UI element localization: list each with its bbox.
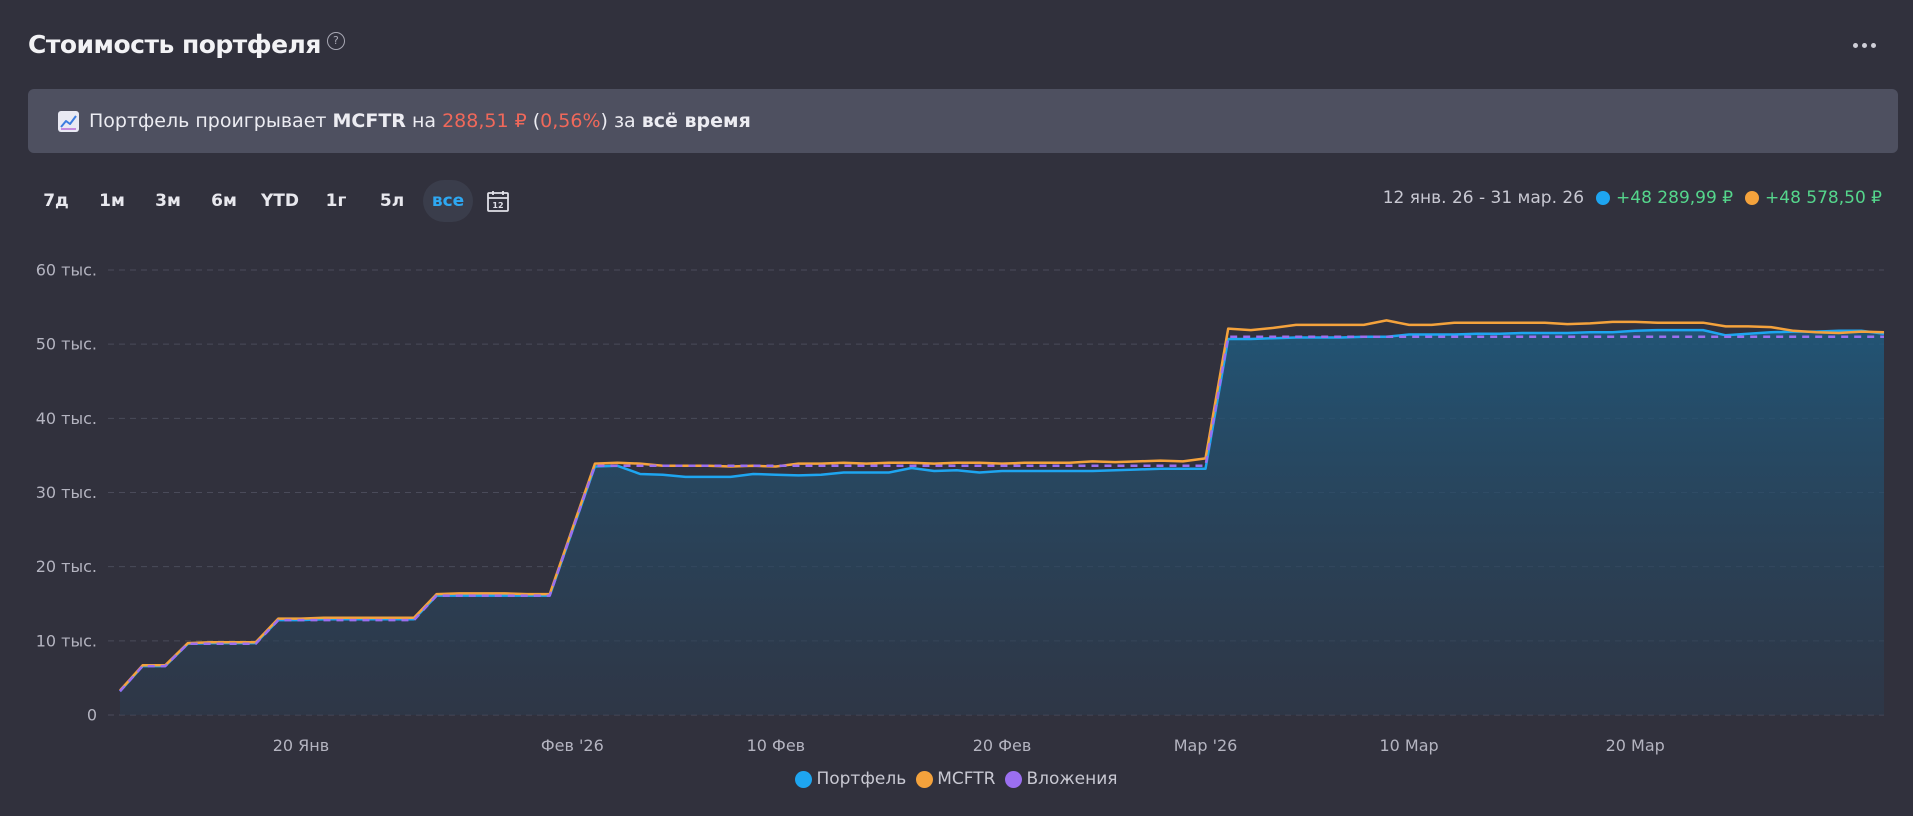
comparison-banner: Портфель проигрывает MCFTR на 288,51 ₽ (… [28,89,1898,153]
x-tick-label: 20 Мар [1606,736,1665,755]
series-line-mcftr [119,319,1885,692]
more-options-button[interactable] [1853,40,1879,50]
legend-dot [1005,770,1023,788]
page-title: Стоимость портфеля [28,30,321,59]
y-tick-label: 50 тыс. [36,335,97,354]
loss-amount: 288,51 ₽ [442,110,527,132]
loss-percent: 0,56% [540,110,601,132]
period-1y[interactable]: 1г [325,191,347,211]
y-tick-label: 10 тыс. [36,631,97,650]
legend-item-portfolio[interactable]: Портфель [795,769,906,789]
chart-up-icon [58,110,79,132]
y-tick-label: 40 тыс. [36,409,97,428]
period-ytd[interactable]: YTD [260,191,300,211]
question-circle-icon[interactable]: ? [326,32,345,50]
legend-dot [795,770,813,788]
series-area-portfolio [120,330,1884,715]
mcftr-dot [1745,191,1760,205]
legend-dot [916,770,934,788]
period-text: всё время [641,110,751,132]
x-tick-label: 20 Фев [973,736,1032,755]
x-tick-label: 20 Янв [273,736,329,755]
more-horizontal-icon [1853,43,1858,48]
chart-legend: Портфель MCFTR Вложения [0,769,1913,789]
y-tick-label: 30 тыс. [36,483,97,502]
legend-item-investments[interactable]: Вложения [1005,769,1118,789]
period-selector: 7д 1м 3м 6м YTD 1г 5л все 12 [28,180,520,222]
header: Стоимость портфеля ? [28,30,345,59]
calendar-button[interactable]: 12 [476,180,520,222]
banner-text: Портфель проигрывает [89,110,333,132]
series-line-portfolio [119,328,1885,693]
period-5y[interactable]: 5л [379,191,405,211]
x-tick-label: 10 Фев [747,736,806,755]
period-all[interactable]: все [423,180,473,222]
y-tick-label: 60 тыс. [36,261,97,280]
y-tick-label: 0 [87,706,97,725]
period-6m[interactable]: 6м [211,191,237,211]
x-tick-label: Фев '26 [541,736,604,755]
mcftr-gain: +48 578,50 ₽ [1765,188,1882,208]
portfolio-dot [1596,191,1611,205]
benchmark-name: MCFTR [332,110,406,132]
calendar-icon: 12 [487,191,509,212]
portfolio-gain: +48 289,99 ₽ [1616,188,1734,208]
date-range: 12 янв. 26 - 31 мар. 26 [1382,188,1585,208]
svg-text:12: 12 [492,201,503,210]
x-tick-label: 10 Мар [1379,736,1438,755]
range-summary: 12 янв. 26 - 31 мар. 26 +48 289,99 ₽ +48… [1383,188,1882,208]
legend-item-mcftr[interactable]: MCFTR [916,769,995,789]
x-tick-label: Мар '26 [1174,736,1238,755]
period-3m[interactable]: 3м [155,191,181,211]
series-line-investments [119,335,1884,693]
period-7d[interactable]: 7д [43,191,69,211]
portfolio-value-chart[interactable]: 0 10 тыс. 20 тыс. 30 тыс. 40 тыс. 50 тыс. 60 т… [0,250,1913,760]
y-tick-label: 20 тыс. [36,557,97,576]
period-1m[interactable]: 1м [99,191,125,211]
